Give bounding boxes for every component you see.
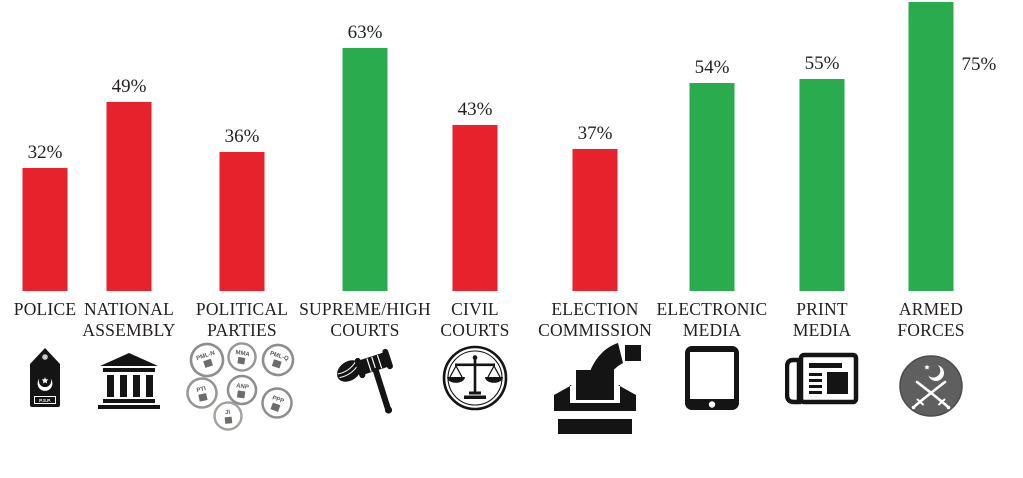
bar-group-print-media: 55% PRINT MEDIA (752, 0, 892, 478)
svg-text:JI: JI (225, 410, 231, 417)
police-epaulette-icon: P.S.P. (28, 347, 62, 413)
svg-text:PTI: PTI (196, 386, 207, 394)
scales-of-justice-icon (440, 345, 510, 417)
newspaper-icon (784, 352, 859, 415)
category-label-police: POLICE (13, 299, 77, 319)
category-label-civil-courts: CIVIL COURTS (440, 299, 510, 340)
category-label-election-commission: ELECTION COMMISSION (538, 299, 652, 340)
category-label-armed-forces: ARMED FORCES (897, 299, 965, 340)
category-label-national-assembly: NATIONAL ASSEMBLY (82, 299, 176, 340)
bar-armed-forces (908, 2, 954, 291)
category-label-political-parties: POLITICAL PARTIES (195, 299, 289, 340)
svg-text:PPP: PPP (271, 395, 284, 405)
bar-police (22, 168, 68, 291)
party-stamps-icon: PML-N MMA PML-Q PTI (185, 339, 299, 438)
bar-value-label: 55% (804, 53, 840, 74)
svg-text:ANP: ANP (236, 383, 249, 391)
ballot-box-icon (548, 340, 642, 441)
bar-group-civil-courts: 43% CIVIL COURTS (405, 0, 545, 478)
bar-civil-courts (452, 125, 498, 291)
bar-group-armed-forces: 75% ARMED FORCES (861, 0, 1001, 478)
category-label-electronic-media: ELECTRONIC MEDIA (656, 299, 768, 340)
svg-text:MMA: MMA (235, 350, 251, 359)
gavel-icon (333, 345, 397, 420)
tablet-icon (683, 344, 741, 417)
bar-value-label: 54% (694, 57, 730, 78)
bar-value-label: 37% (577, 123, 613, 144)
bar-value-label: 32% (27, 142, 63, 163)
bar-value-label: 75% (961, 54, 997, 75)
parliament-building-icon (98, 353, 160, 414)
bar-election-commission (572, 149, 618, 291)
bar-political-parties (219, 152, 265, 291)
svg-text:P.S.P.: P.S.P. (39, 398, 51, 403)
bar-value-label: 43% (457, 99, 493, 120)
category-label-supreme-high-courts: SUPREME/HIGH COURTS (299, 299, 431, 340)
bar-group-political-parties: 36% POLITICAL PARTIES PML-N MMA (172, 0, 312, 478)
bar-value-label: 63% (347, 22, 383, 43)
bar-group-electronic-media: 54% ELECTRONIC MEDIA (642, 0, 782, 478)
bar-electronic-media (689, 83, 735, 291)
bar-national-assembly (106, 102, 152, 291)
bar-value-label: 49% (111, 76, 147, 97)
bar-group-supreme-high-courts: 63% SUPREME/HIGH COURTS (295, 0, 435, 478)
bar-group-police: 32% POLICE P.S.P. (0, 0, 115, 478)
bar-supreme-high-courts (342, 48, 388, 291)
bar-group-national-assembly: 49% NATIONAL ASSEMBLY (59, 0, 199, 478)
svg-text:PML-N: PML-N (196, 350, 216, 362)
army-crest-icon (898, 355, 964, 422)
category-label-print-media: PRINT MEDIA (792, 299, 852, 340)
bar-print-media (799, 79, 845, 291)
bar-group-election-commission: 37% ELECTION COMMISSION (525, 0, 665, 478)
svg-text:PML-Q: PML-Q (269, 351, 290, 363)
bar-value-label: 36% (224, 126, 260, 147)
